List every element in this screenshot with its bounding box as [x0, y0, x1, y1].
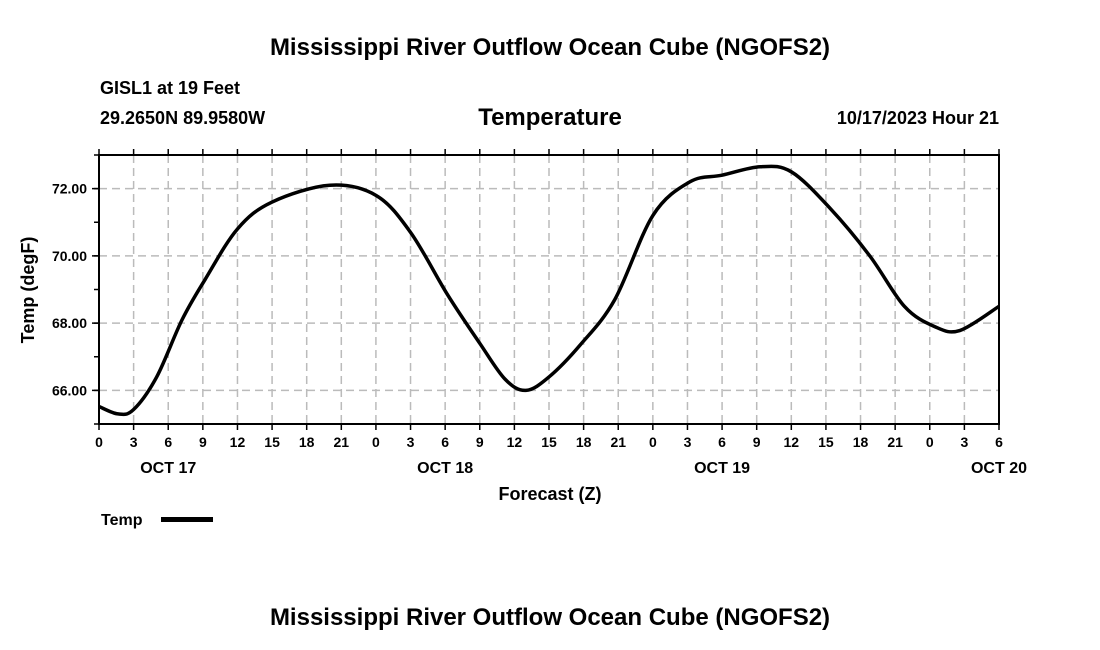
x-tick-label: 6: [718, 434, 726, 450]
x-tick-label: 18: [576, 434, 592, 450]
x-tick-label: 3: [684, 434, 692, 450]
x-tick-label: 12: [230, 434, 246, 450]
chart-subtitle: Temperature: [478, 104, 622, 131]
x-tick-label: 0: [95, 434, 103, 450]
date-label: OCT 19: [694, 460, 750, 477]
x-tick-label: 3: [407, 434, 415, 450]
x-tick-label: 0: [649, 434, 657, 450]
x-tick-label: 9: [476, 434, 484, 450]
y-tick-label: 70.00: [52, 248, 87, 264]
x-tick-label: 9: [753, 434, 761, 450]
x-tick-label: 6: [995, 434, 1003, 450]
x-tick-label: 18: [299, 434, 315, 450]
axes: 0 3 6 9 12 15 18 21 0 3 6 9 12 15 18 21 0 3 6 9 12 15 18 21 0 3 6 O…: [52, 149, 1027, 477]
legend-swatch: [161, 517, 213, 522]
y-axis-label: Temp (degF): [18, 237, 38, 344]
y-tick-label: 72.00: [52, 181, 87, 197]
x-tick-label: 21: [887, 434, 903, 450]
station-label: GISL1 at 19 Feet: [100, 78, 240, 98]
plot-frame: [98, 154, 1000, 425]
chart-title: Mississippi River Outflow Ocean Cube (NG…: [270, 34, 830, 61]
x-tick-label: 3: [130, 434, 138, 450]
x-tick-label: 12: [507, 434, 523, 450]
x-tick-label: 3: [960, 434, 968, 450]
footer-title: Mississippi River Outflow Ocean Cube (NG…: [270, 604, 830, 631]
y-tick-label: 66.00: [52, 382, 87, 398]
x-axis-label: Forecast (Z): [498, 484, 601, 504]
x-tick-label: 18: [853, 434, 869, 450]
x-tick-label: 0: [372, 434, 380, 450]
x-tick-label: 6: [164, 434, 172, 450]
timestamp-label: 10/17/2023 Hour 21: [837, 108, 999, 128]
date-label: OCT 17: [140, 460, 196, 477]
x-tick-label: 15: [264, 434, 280, 450]
series-layer: [98, 164, 1000, 417]
x-tick-label: 12: [784, 434, 800, 450]
x-tick-label: 15: [818, 434, 834, 450]
date-label: OCT 18: [417, 460, 473, 477]
x-tick-label: 6: [441, 434, 449, 450]
date-label: OCT 20: [971, 460, 1027, 477]
temp-series-line: [98, 164, 1000, 417]
x-tick-label: 0: [926, 434, 934, 450]
grid: [99, 155, 999, 424]
x-tick-label: 15: [541, 434, 557, 450]
location-label: 29.2650N 89.9580W: [100, 108, 265, 128]
legend-label: Temp: [101, 512, 143, 529]
x-tick-label: 21: [334, 434, 350, 450]
x-tick-label: 21: [610, 434, 626, 450]
x-tick-label: 9: [199, 434, 207, 450]
y-tick-label: 68.00: [52, 315, 87, 331]
